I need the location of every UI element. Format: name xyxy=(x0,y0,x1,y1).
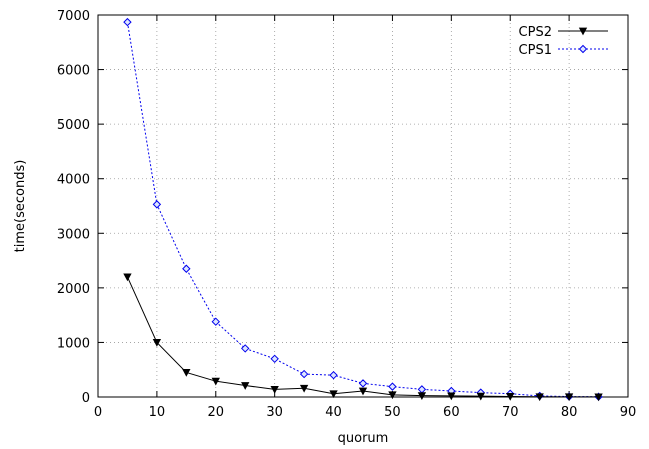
data-point-cps1 xyxy=(211,317,220,326)
data-point-cps1 xyxy=(299,369,309,379)
legend: CPS2 CPS1 xyxy=(519,25,608,58)
data-point-cps1 xyxy=(388,382,397,391)
grid xyxy=(98,15,628,397)
y-tick-label: 3000 xyxy=(57,227,90,242)
data-point-cps1 xyxy=(358,379,368,388)
data-point-cps2 xyxy=(358,387,368,396)
y-tick-label: 0 xyxy=(82,391,90,406)
x-tick-label: 60 xyxy=(443,405,460,420)
x-tick-label: 50 xyxy=(384,405,401,420)
data-point-cps2 xyxy=(270,385,279,394)
x-tick-label: 30 xyxy=(266,405,283,420)
data-point-cps2 xyxy=(241,382,250,390)
series-line-cps1 xyxy=(126,22,599,398)
data-point-cps2 xyxy=(506,393,515,401)
x-tick-label: 80 xyxy=(561,405,578,420)
y-tick-label: 6000 xyxy=(57,64,90,79)
data-point-cps1 xyxy=(182,264,191,273)
series-line-cps2 xyxy=(126,276,599,398)
x-tick-label: 10 xyxy=(149,405,166,420)
x-tick-label: 0 xyxy=(94,405,102,420)
data-point-cps1 xyxy=(241,344,250,353)
data-point-cps1 xyxy=(417,385,427,394)
data-point-cps2 xyxy=(123,273,132,282)
legend-label-cps2: CPS2 xyxy=(519,25,552,40)
data-point-cps2 xyxy=(564,393,574,402)
x-tick-label: 20 xyxy=(208,405,225,420)
series-group xyxy=(123,17,603,402)
data-point-cps2 xyxy=(299,384,309,393)
data-point-cps1 xyxy=(329,370,338,380)
data-point-cps1 xyxy=(270,354,279,364)
data-point-cps2 xyxy=(211,377,220,386)
data-point-cps2 xyxy=(417,392,427,400)
y-axis-label: time(seconds) xyxy=(13,160,28,253)
y-tick-label: 7000 xyxy=(57,9,90,24)
data-point-cps2 xyxy=(594,393,603,402)
y-tick-label: 1000 xyxy=(57,336,90,351)
data-point-cps2 xyxy=(182,369,191,377)
data-point-cps2 xyxy=(329,390,338,399)
plot-frame xyxy=(97,14,629,398)
y-tick-label: 2000 xyxy=(57,282,90,297)
y-tick-label: 5000 xyxy=(57,118,90,133)
x-axis-label: quorum xyxy=(338,431,389,446)
legend-marker-cps2 xyxy=(578,27,588,36)
x-tick-label: 70 xyxy=(502,405,519,420)
data-point-cps2 xyxy=(447,392,456,401)
legend-marker-cps1 xyxy=(578,44,588,54)
data-point-cps1 xyxy=(152,200,162,209)
y-tick-label: 4000 xyxy=(57,173,90,188)
data-point-cps2 xyxy=(476,392,485,401)
data-point-cps1 xyxy=(123,17,132,27)
data-point-cps2 xyxy=(152,339,162,347)
x-tick-label: 90 xyxy=(620,405,637,420)
legend-label-cps1: CPS1 xyxy=(519,43,552,58)
data-point-cps2 xyxy=(388,391,397,400)
axis-ticks: 0 10 20 30 40 50 60 70 80 90 0 1000 2000 3000 4000 5000… xyxy=(57,9,636,420)
x-tick-label: 40 xyxy=(325,405,342,420)
data-point-cps2 xyxy=(535,393,544,402)
